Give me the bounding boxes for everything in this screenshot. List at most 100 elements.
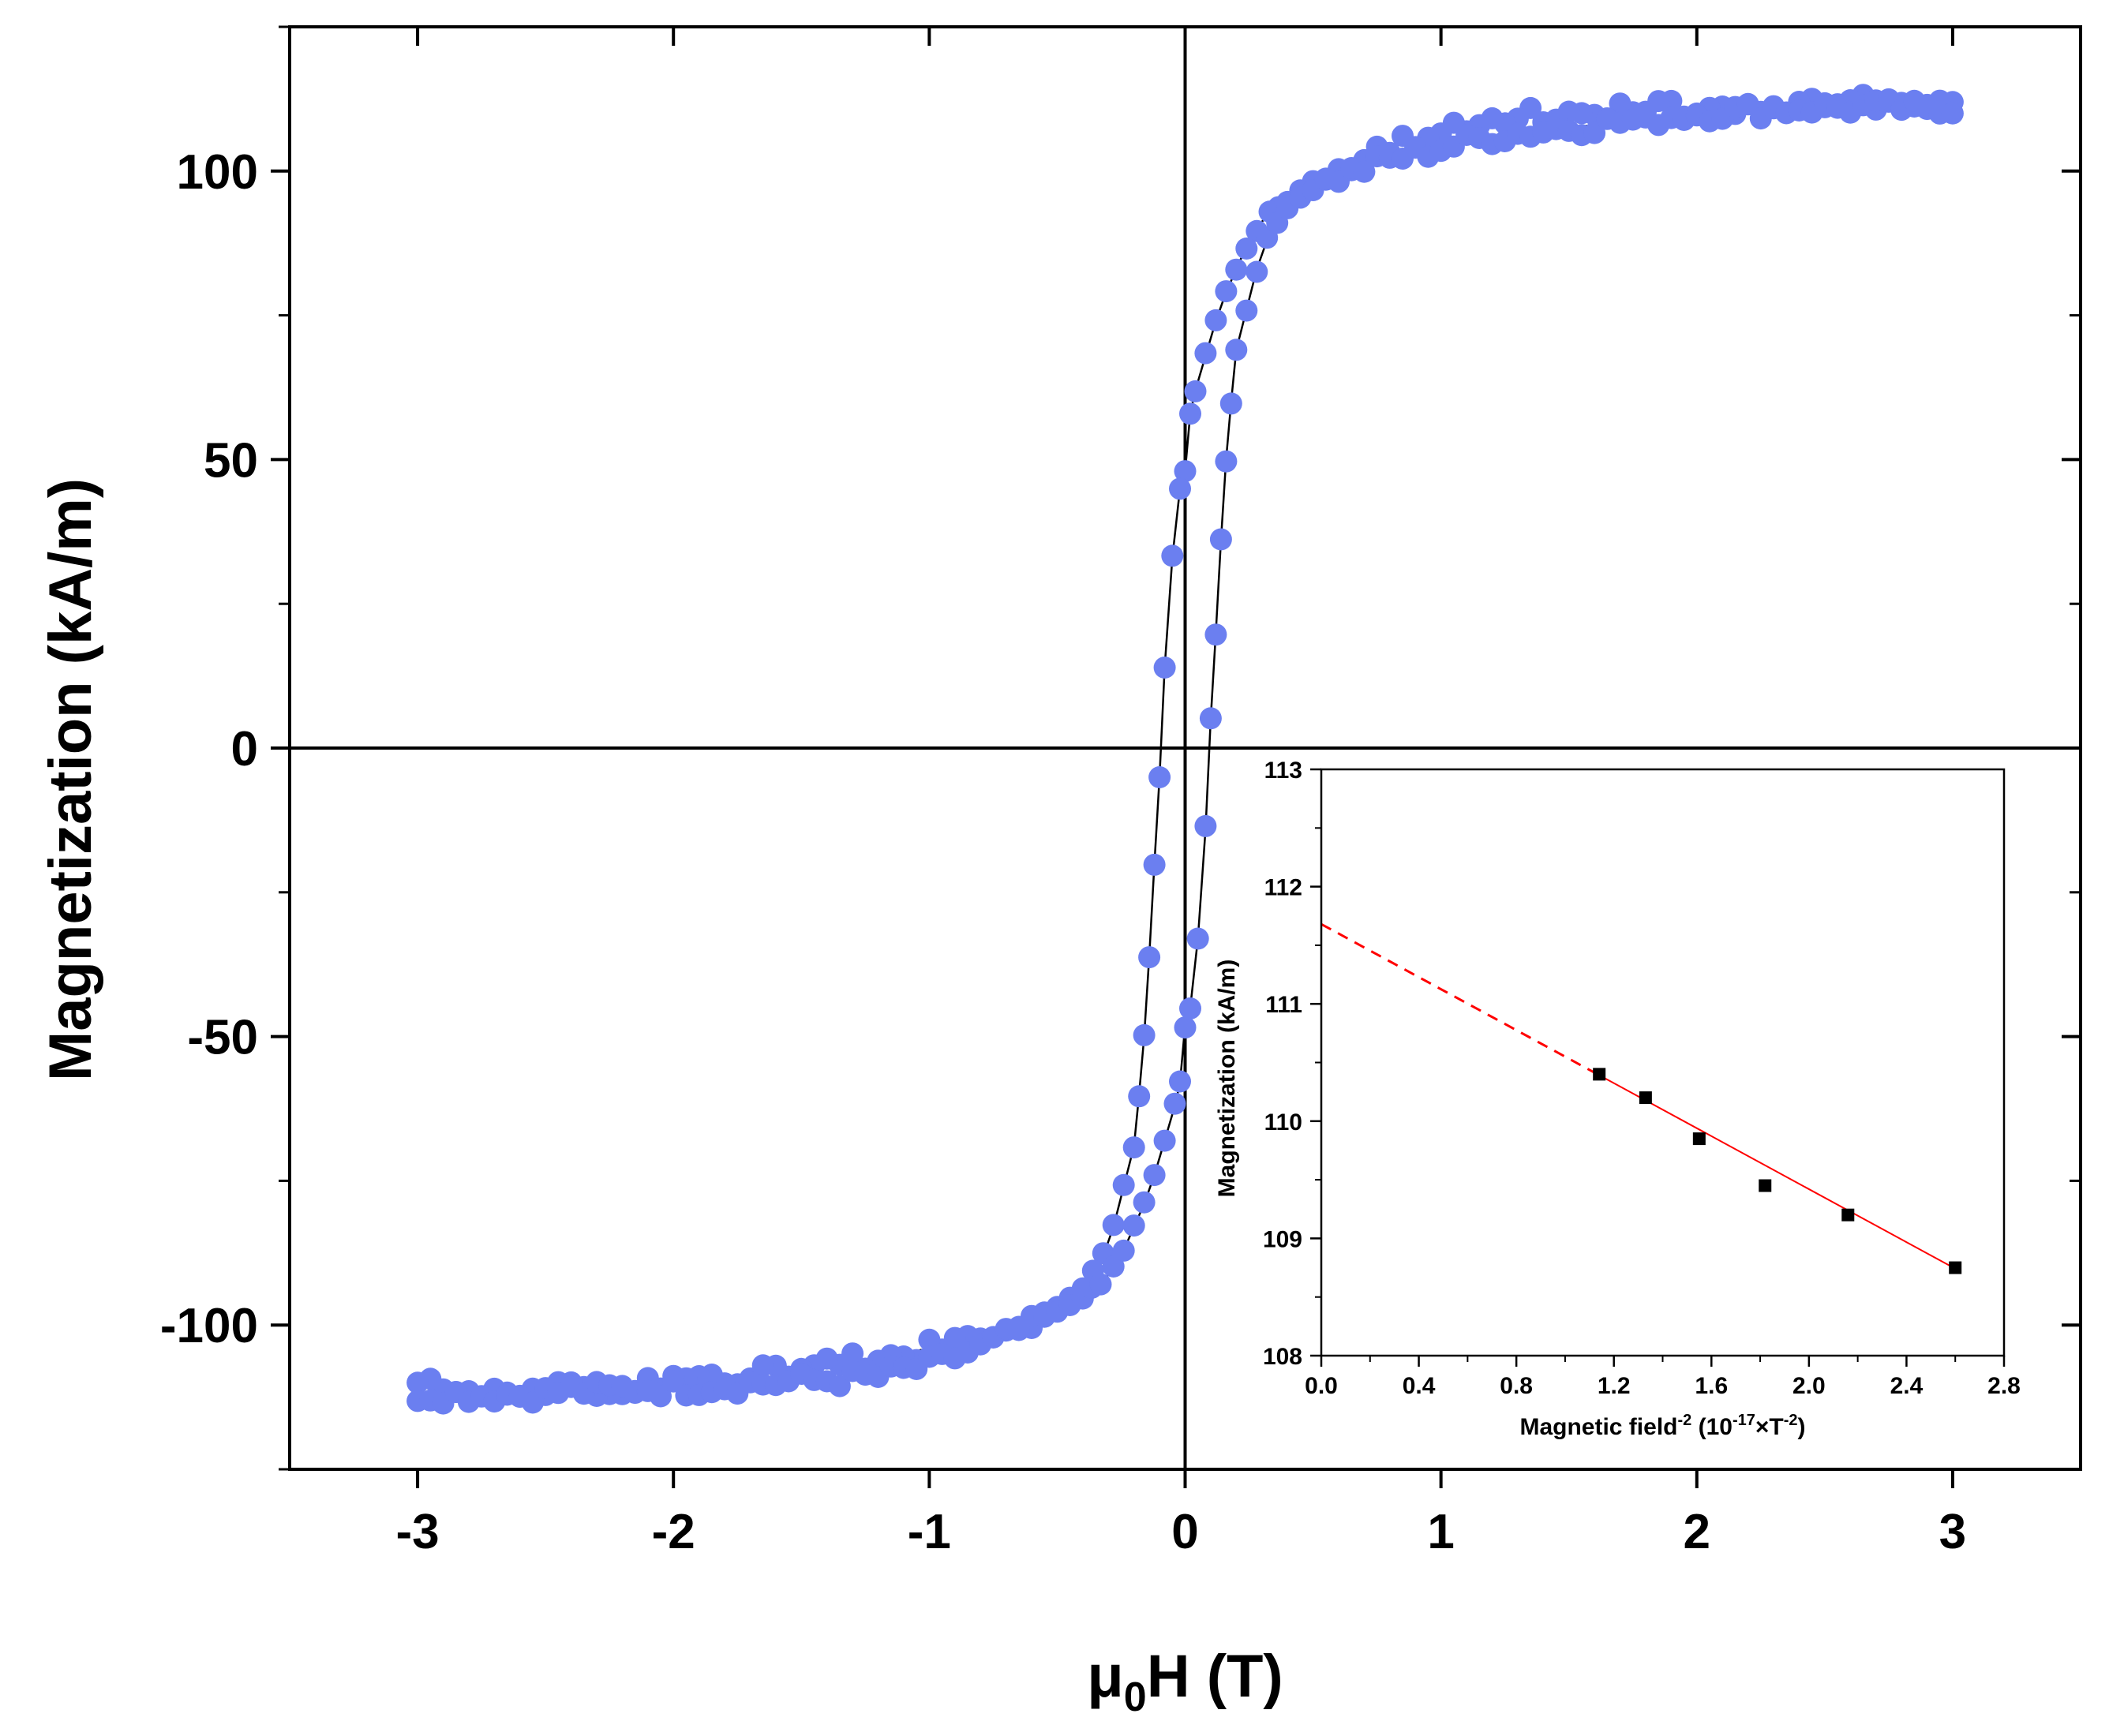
data-point [1163,1092,1186,1115]
inset-y-tick-label: 109 [1263,1226,1302,1252]
inset-y-tick-label: 110 [1264,1109,1302,1136]
data-point [1204,623,1227,646]
inset-x-tick-label: 0.8 [1500,1373,1533,1399]
inset-y-axis-title: Magnetization (kA/m) [1214,960,1240,1198]
data-point [1609,92,1631,115]
data-point [1199,707,1222,730]
x-tick-label: -3 [396,1505,440,1559]
data-point [1194,814,1217,837]
main-x-axis-title: μ0H (T) [1087,1643,1283,1720]
x-tick-label: 1 [1427,1505,1454,1559]
inset-y-tick-label: 108 [1263,1344,1302,1370]
data-point [1112,1239,1135,1262]
data-point [1089,1273,1112,1296]
data-point [521,1391,544,1414]
x-tick-label: 2 [1684,1505,1710,1559]
data-point [1235,299,1258,322]
data-point [662,1370,685,1393]
inset-fit-line [1598,1074,1956,1270]
data-point [1174,1016,1197,1039]
data-point [1122,1136,1145,1159]
data-point [1133,1191,1156,1214]
inset-y-tick-label: 112 [1264,875,1302,901]
inset-x-tick-label: 1.6 [1695,1373,1728,1399]
y-tick-label: 0 [231,722,258,776]
inset-data-point [1692,1132,1706,1146]
inset-x-tick-label: 1.2 [1598,1373,1631,1399]
x-tick-label: -1 [908,1505,951,1559]
main-axis-ticks [271,25,2081,1488]
data-point [1736,92,1759,115]
inset-x-tick-label: 0.4 [1403,1373,1436,1399]
inset-axis-ticks [1310,768,2006,1367]
data-point [1215,450,1238,473]
main-y-tick-labels: -100 -50 0 50 100 [160,145,258,1353]
data-point [1169,477,1191,500]
data-point [1153,657,1176,679]
data-point [1194,342,1217,365]
y-tick-label: 100 [177,145,258,200]
y-tick-label: 50 [204,433,258,488]
data-point [1102,1214,1125,1237]
data-point [1204,309,1227,331]
data-point [1209,528,1232,551]
inset-x-tick-label: 2.4 [1890,1373,1924,1399]
data-point [1143,1164,1166,1187]
data-point [650,1385,672,1408]
inset-y-tick-label: 113 [1264,758,1302,784]
y-tick-label: -50 [187,1011,258,1065]
main-zero-lines [290,27,2081,1469]
inset-y-tick-labels: 108 109 110 111 112 113 [1263,758,1302,1370]
inset-data-points [1593,1068,1962,1274]
inset-fit-line-extrapolated [1320,922,1600,1076]
data-point [1225,258,1248,281]
inset-data-point [1593,1068,1606,1081]
inset-x-tick-label: 2.8 [1987,1373,2021,1399]
data-point [1225,339,1248,361]
data-point [1246,260,1268,283]
data-point [1179,402,1201,425]
data-point [1186,927,1209,950]
data-point [1215,280,1238,303]
data-point [1179,997,1201,1020]
data-point [1353,160,1376,183]
main-y-axis-title: Magnetization (kA/m) [37,478,104,1081]
inset-data-point [1639,1091,1652,1105]
x-tick-label: 3 [1939,1505,1966,1559]
inset-plot: 0.0 0.4 0.8 1.2 1.6 2.0 2.4 2.8 108 109 110 111 112… [1214,758,2021,1440]
main-plot: -3 -2 -1 0 1 2 3 -100 -50 0 50 100 μ0H (T) Magneti… [37,25,2082,1720]
inset-background [1321,769,2004,1356]
data-point [1161,544,1184,567]
inset-data-point [1949,1261,1962,1274]
inset-data-point [1841,1208,1855,1222]
data-point [1133,1023,1156,1046]
data-point [406,1371,429,1394]
main-data-points [406,84,1964,1415]
data-point [1235,238,1258,260]
inset-x-tick-label: 2.0 [1792,1373,1826,1399]
inset-data-point [1759,1179,1772,1192]
data-point [1169,1070,1191,1093]
y-tick-label: -100 [160,1299,258,1353]
inset-y-tick-label: 111 [1265,992,1302,1018]
data-point [1138,946,1161,969]
data-point [1174,460,1197,483]
data-point [828,1375,851,1397]
inset-x-tick-label: 0.0 [1305,1373,1338,1399]
data-point [1143,853,1166,876]
data-point [1219,392,1242,415]
data-point [1583,122,1606,144]
data-point [1112,1173,1135,1196]
x-tick-label: -2 [652,1505,695,1559]
data-point [1102,1255,1125,1278]
inset-x-tick-labels: 0.0 0.4 0.8 1.2 1.6 2.0 2.4 2.8 [1305,1373,2021,1399]
data-point [1122,1214,1145,1237]
data-point [1184,380,1207,402]
data-point [1941,102,1964,125]
x-tick-label: 0 [1171,1505,1198,1559]
data-point [918,1328,941,1351]
main-x-tick-labels: -3 -2 -1 0 1 2 3 [396,1505,1967,1559]
data-point [1148,766,1171,788]
